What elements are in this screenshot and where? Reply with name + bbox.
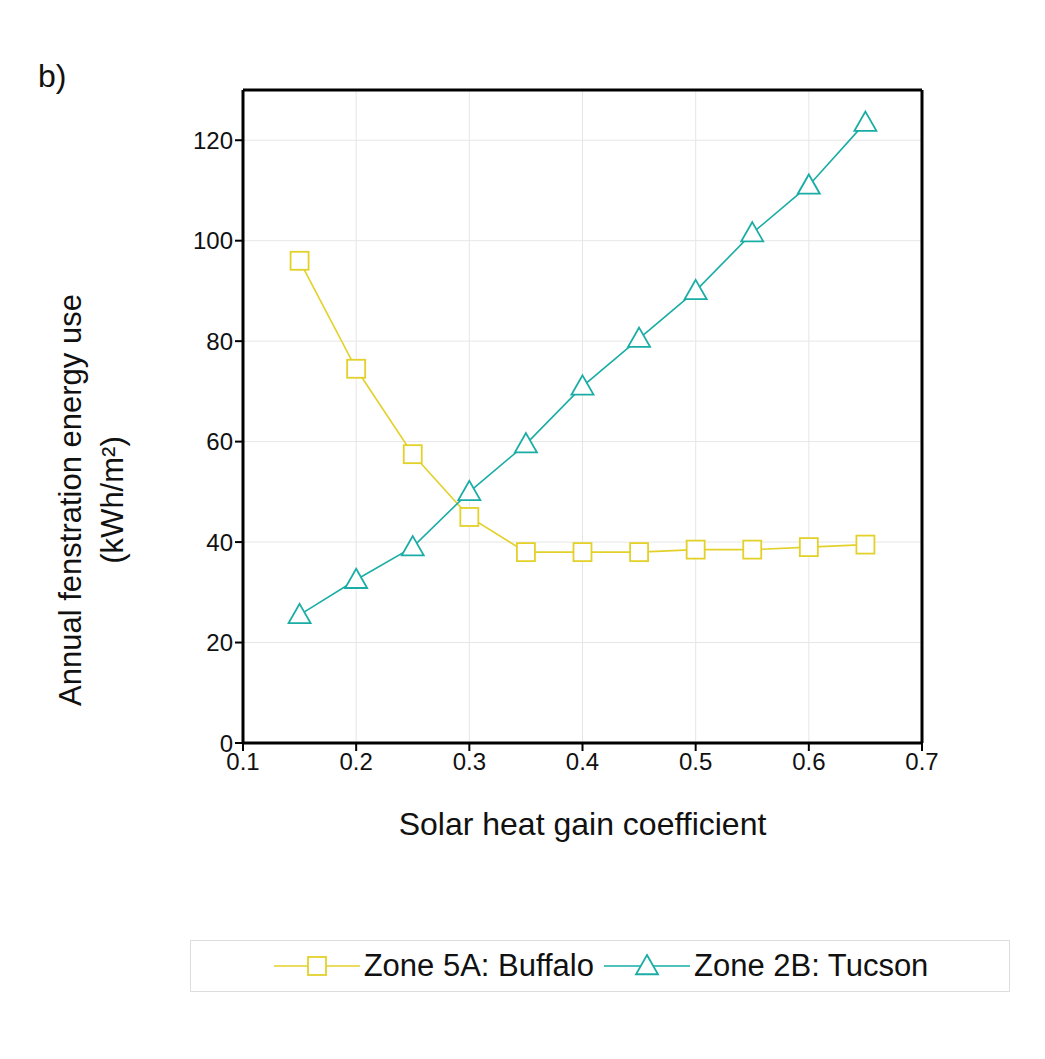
svg-text:0: 0 <box>220 730 233 757</box>
svg-text:Solar heat gain coefficient: Solar heat gain coefficient <box>399 806 767 842</box>
svg-text:0.6: 0.6 <box>792 748 825 775</box>
svg-text:0.3: 0.3 <box>453 748 486 775</box>
html-text:b): b) <box>38 58 67 94</box>
svg-text:0.2: 0.2 <box>339 748 372 775</box>
svg-text:40: 40 <box>206 529 233 556</box>
svg-text:0.5: 0.5 <box>679 748 712 775</box>
svg-text:20: 20 <box>206 629 233 656</box>
svg-text:120: 120 <box>193 127 233 154</box>
svg-text:80: 80 <box>206 328 233 355</box>
svg-text:Annual fenstration energy use: Annual fenstration energy use <box>53 294 88 706</box>
svg-text:60: 60 <box>206 428 233 455</box>
svg-text:0.7: 0.7 <box>905 748 938 775</box>
svg-text:0.4: 0.4 <box>566 748 599 775</box>
html-text:Zone 5A: Buffalo: Zone 5A: Buffalo <box>363 948 594 983</box>
svg-text:100: 100 <box>193 227 233 254</box>
html-text:Zone 2B: Tucson: Zone 2B: Tucson <box>694 948 929 983</box>
svg-text:0.1: 0.1 <box>226 748 260 775</box>
svg-text:(kWh/m²): (kWh/m²) <box>95 436 130 563</box>
